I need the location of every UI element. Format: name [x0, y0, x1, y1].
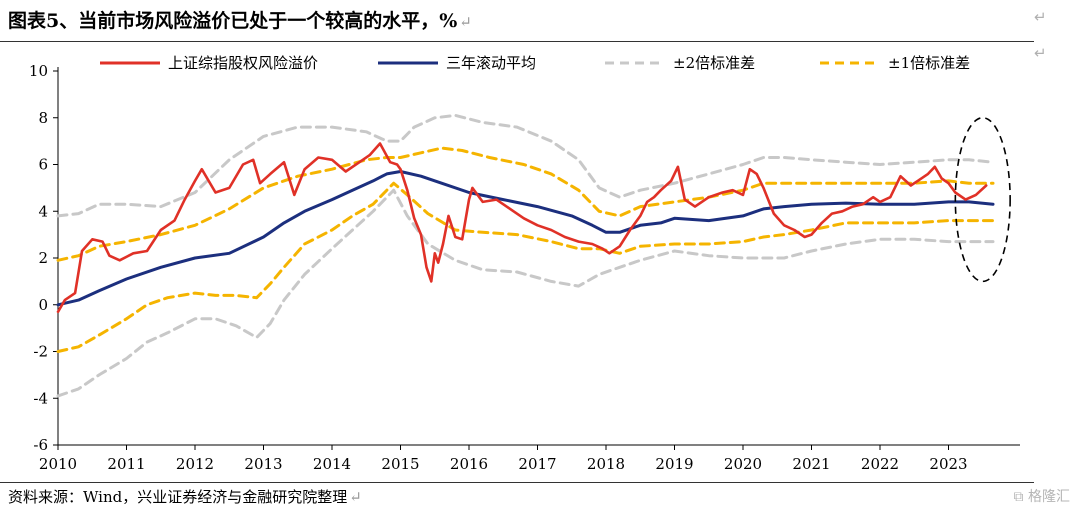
series-line-5	[56, 181, 995, 353]
title-rule	[0, 41, 1034, 42]
x-tick-label: 2017	[518, 455, 556, 473]
x-tick-label: 2013	[244, 455, 282, 473]
watermark-logo: ⧉ 格隆汇	[1014, 486, 1070, 506]
source-note: 资料来源：Wind，兴业证券经济与金融研究院整理 ↵	[8, 486, 362, 507]
title-text: 图表5、当前市场风险溢价已处于一个较高的水平，%	[8, 10, 458, 32]
series-line-4	[56, 146, 995, 262]
y-tick-label: 6	[38, 156, 48, 174]
y-tick-label: 10	[29, 62, 48, 80]
y-tick-label: 2	[38, 249, 48, 267]
x-tick-label: 2010	[39, 455, 77, 473]
watermark-text: 格隆汇	[1028, 489, 1070, 505]
x-tick-label: 2020	[724, 455, 762, 473]
x-tick-label: 2016	[450, 455, 488, 473]
chart-title: 图表5、当前市场风险溢价已处于一个较高的水平，% ↵	[8, 6, 472, 33]
return-mark-source: ↵	[349, 488, 362, 506]
return-mark-right-bottom: ↵	[1034, 44, 1047, 62]
x-tick-label: 2019	[655, 455, 693, 473]
y-tick-label: -2	[33, 343, 48, 361]
legend-label-3: ±1倍标准差	[888, 54, 970, 72]
series-line-2	[56, 113, 995, 218]
watermark-icon: ⧉	[1013, 489, 1024, 505]
legend-label-0: 上证综指股权风险溢价	[168, 54, 318, 72]
return-mark-right-top: ↵	[1034, 8, 1047, 26]
x-tick-label: 2012	[176, 455, 214, 473]
x-tick-label: 2011	[107, 455, 145, 473]
highlight-ellipse	[954, 116, 1011, 283]
series-line-1	[56, 170, 995, 307]
legend-label-2: ±2倍标准差	[673, 54, 755, 72]
y-tick-label: 8	[38, 109, 48, 127]
source-text: 资料来源：Wind，兴业证券经济与金融研究院整理	[8, 488, 348, 506]
legend-label-1: 三年滚动平均	[446, 54, 536, 72]
x-tick-label: 2022	[861, 455, 899, 473]
x-tick-label: 2014	[313, 455, 351, 473]
x-tick-label: 2023	[929, 455, 967, 473]
return-mark: ↵	[459, 13, 472, 31]
x-tick-label: 2015	[381, 455, 419, 473]
y-tick-label: 4	[38, 202, 48, 220]
y-tick-label: 0	[38, 296, 48, 314]
source-rule	[0, 482, 1034, 483]
series-line-0	[56, 142, 988, 314]
x-tick-label: 2021	[792, 455, 830, 473]
y-tick-label: -4	[33, 389, 48, 407]
series-line-3	[56, 188, 995, 398]
x-tick-label: 2018	[587, 455, 625, 473]
y-tick-label: -6	[33, 436, 48, 454]
